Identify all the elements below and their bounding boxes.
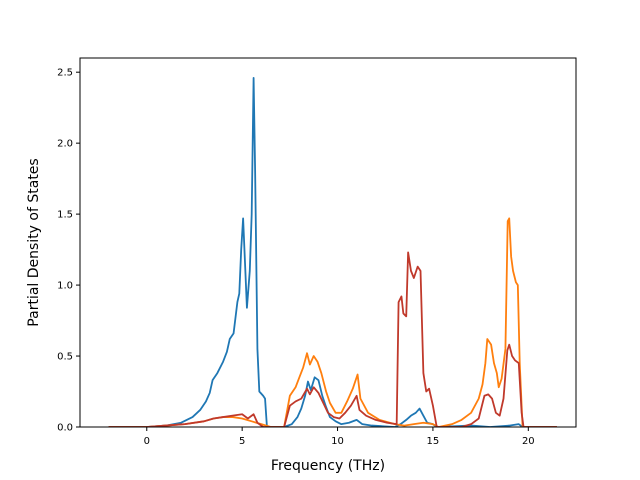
- x-axis-title: Frequency (THz): [271, 458, 385, 474]
- y-tick-label: 0.0: [57, 423, 73, 434]
- y-axis-ticks: 0.0 0.5 1.0 1.5 2.0 2.5: [57, 68, 80, 434]
- series-line-1: [108, 76, 557, 427]
- y-tick-label: 0.5: [57, 352, 73, 363]
- x-tick-label: 10: [331, 436, 344, 447]
- y-axis-title: Partial Density of States: [26, 158, 42, 326]
- x-tick-label: 5: [239, 436, 245, 447]
- x-axis-ticks: 0 5 10 15 20: [144, 427, 535, 447]
- series-line-3: [108, 251, 557, 427]
- y-tick-label: 2.5: [57, 68, 73, 79]
- x-tick-label: 15: [427, 436, 440, 447]
- x-tick-label: 20: [522, 436, 535, 447]
- y-tick-label: 1.0: [57, 281, 73, 292]
- y-tick-label: 1.5: [57, 210, 73, 221]
- axes-frame: [79, 57, 577, 428]
- series-layer: [108, 76, 557, 427]
- x-tick-label: 0: [144, 436, 150, 447]
- y-tick-label: 2.0: [57, 139, 73, 150]
